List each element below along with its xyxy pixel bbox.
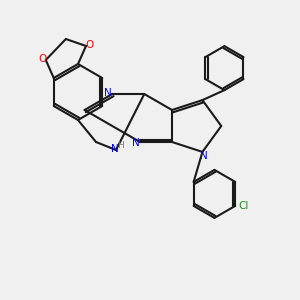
Text: H: H [117, 142, 123, 151]
Text: O: O [39, 54, 47, 64]
Text: N: N [200, 151, 207, 161]
Text: Cl: Cl [238, 201, 248, 211]
Text: N: N [132, 138, 140, 148]
Text: N: N [104, 88, 112, 98]
Text: N: N [111, 144, 119, 154]
Text: O: O [86, 40, 94, 50]
